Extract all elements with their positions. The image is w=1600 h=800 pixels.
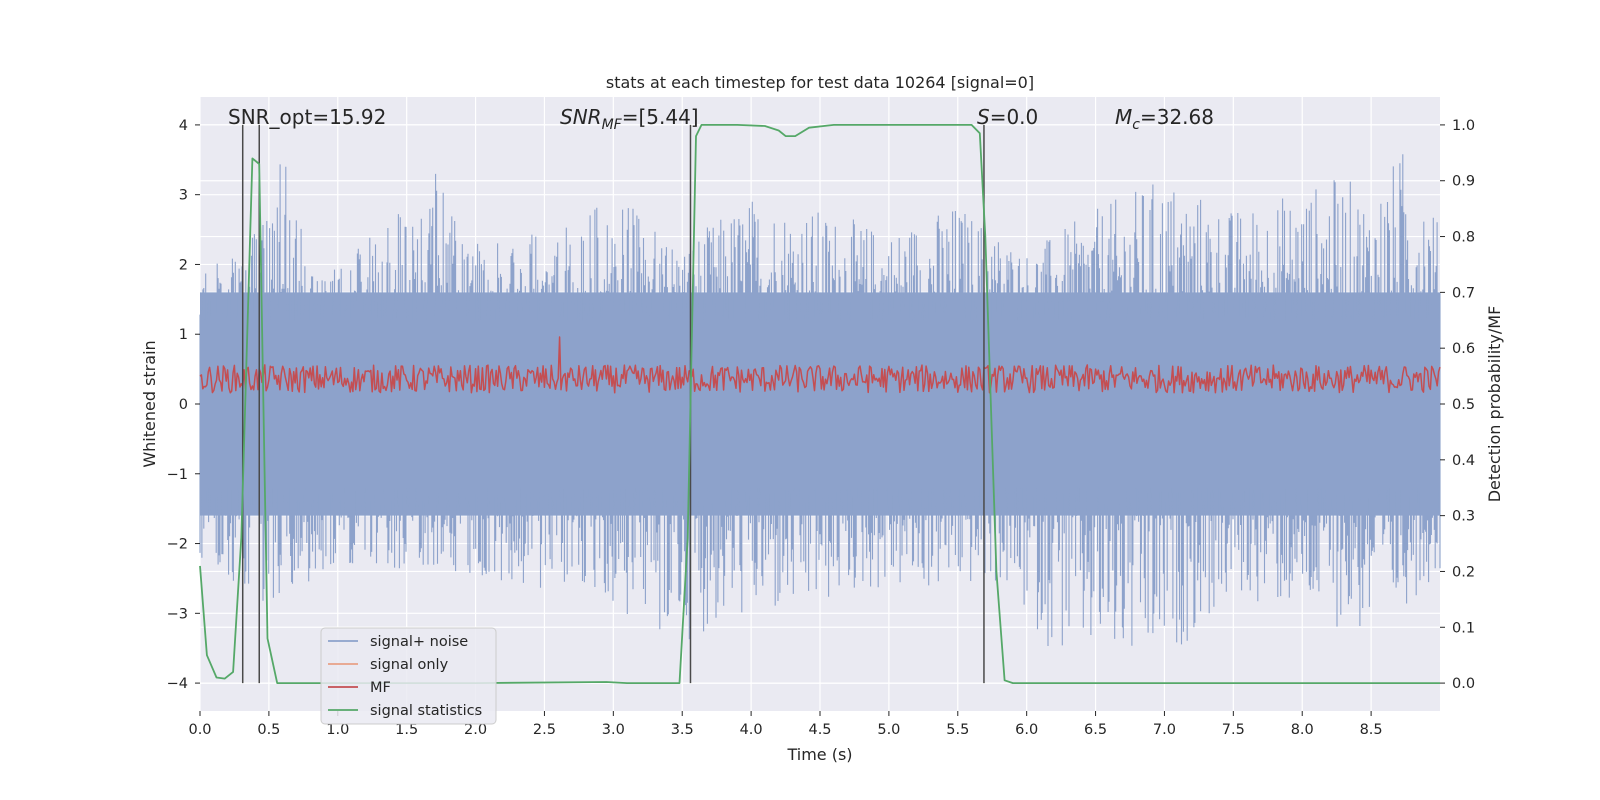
y-axis-left-ticks: 4 3 2 1 0 −1 −2 −3 −4 — [167, 118, 200, 692]
y-right-tick-label: 0.3 — [1452, 509, 1475, 525]
x-tick-label: 6.0 — [1015, 722, 1038, 738]
y-left-tick-label: 1 — [179, 327, 188, 343]
y-left-tick-label: −3 — [167, 606, 188, 622]
noise-lower-spikes — [199, 404, 1441, 646]
y-right-tick-label: 0.8 — [1452, 230, 1475, 246]
y-right-tick-label: 0.7 — [1452, 285, 1475, 301]
signal-statistics-series — [199, 124, 1440, 684]
x-tick-label: 6.5 — [1084, 722, 1107, 738]
y-right-tick-label: 0.0 — [1452, 676, 1475, 692]
y-right-tick-label: 0.5 — [1452, 397, 1475, 413]
y-left-tick-label: 4 — [179, 118, 188, 134]
y-left-tick-label: −4 — [167, 676, 188, 692]
x-tick-label: 8.0 — [1291, 722, 1314, 738]
y-left-tick-label: −2 — [167, 537, 188, 553]
x-tick-label: 0.5 — [257, 722, 280, 738]
y-axis-left-label: Whitened strain — [140, 340, 159, 467]
x-axis-ticks: 0.0 0.5 1.0 1.5 2.0 2.5 3.0 3.5 4.0 4.5 5.0 5.5 6.0 6… — [188, 711, 1383, 738]
x-tick-label: 8.5 — [1360, 722, 1383, 738]
x-tick-label: 2.0 — [464, 722, 487, 738]
signal-noise-series — [199, 154, 1441, 646]
snr-mf-annotation: SNRMF=[5.44] — [560, 105, 699, 133]
mf-line — [199, 336, 1441, 394]
x-axis-label: Time (s) — [786, 745, 852, 764]
x-tick-label: 3.0 — [602, 722, 625, 738]
x-tick-label: 4.0 — [740, 722, 763, 738]
legend: signal+ noise signal only MF signal stat… — [320, 627, 497, 725]
legend-label-mf: MF — [370, 680, 391, 696]
x-tick-label: 1.0 — [326, 722, 349, 738]
legend-label-statistics: signal statistics — [370, 703, 482, 719]
y-left-tick-label: 3 — [179, 188, 188, 204]
snr-mf-value: =[5.44] — [622, 105, 699, 129]
s-annotation: S=0.0 — [977, 105, 1038, 129]
y-left-tick-label: 2 — [179, 257, 188, 273]
legend-label-noise: signal+ noise — [370, 634, 468, 650]
y-axis-right-label: Detection probability/MF — [1485, 306, 1504, 503]
mc-value: =32.68 — [1140, 105, 1214, 129]
y-left-tick-label: −1 — [167, 467, 188, 483]
y-right-tick-label: 0.4 — [1452, 453, 1475, 469]
x-tick-label: 2.5 — [533, 722, 556, 738]
s-value: =0.0 — [990, 105, 1039, 129]
legend-box — [320, 627, 497, 725]
y-axis-right-ticks: 1.0 0.9 0.8 0.7 0.6 0.5 0.4 0.3 0.2 0.1 0.0 — [1440, 118, 1475, 692]
chart-title: stats at each timestep for test data 102… — [606, 73, 1034, 92]
signal-statistics-line — [199, 124, 1440, 684]
y-right-tick-label: 0.9 — [1452, 174, 1475, 190]
x-tick-label: 7.5 — [1222, 722, 1245, 738]
y-right-tick-label: 0.6 — [1452, 341, 1475, 357]
y-right-tick-label: 0.2 — [1452, 564, 1475, 580]
y-right-tick-label: 0.1 — [1452, 620, 1475, 636]
x-tick-label: 3.5 — [671, 722, 694, 738]
x-tick-label: 7.0 — [1153, 722, 1176, 738]
noise-upper-spikes — [199, 154, 1441, 404]
mf-series — [199, 336, 1441, 394]
y-right-tick-label: 1.0 — [1452, 118, 1475, 134]
x-tick-label: 1.5 — [395, 722, 418, 738]
snr-opt-annotation: SNR_opt=15.92 — [228, 105, 386, 129]
y-left-tick-label: 0 — [179, 397, 188, 413]
x-tick-label: 5.0 — [877, 722, 900, 738]
x-tick-label: 0.0 — [188, 722, 211, 738]
legend-label-signal-only: signal only — [370, 657, 449, 673]
mc-annotation: Mc=32.68 — [1115, 105, 1214, 133]
x-tick-label: 4.5 — [808, 722, 831, 738]
x-tick-label: 5.5 — [946, 722, 969, 738]
